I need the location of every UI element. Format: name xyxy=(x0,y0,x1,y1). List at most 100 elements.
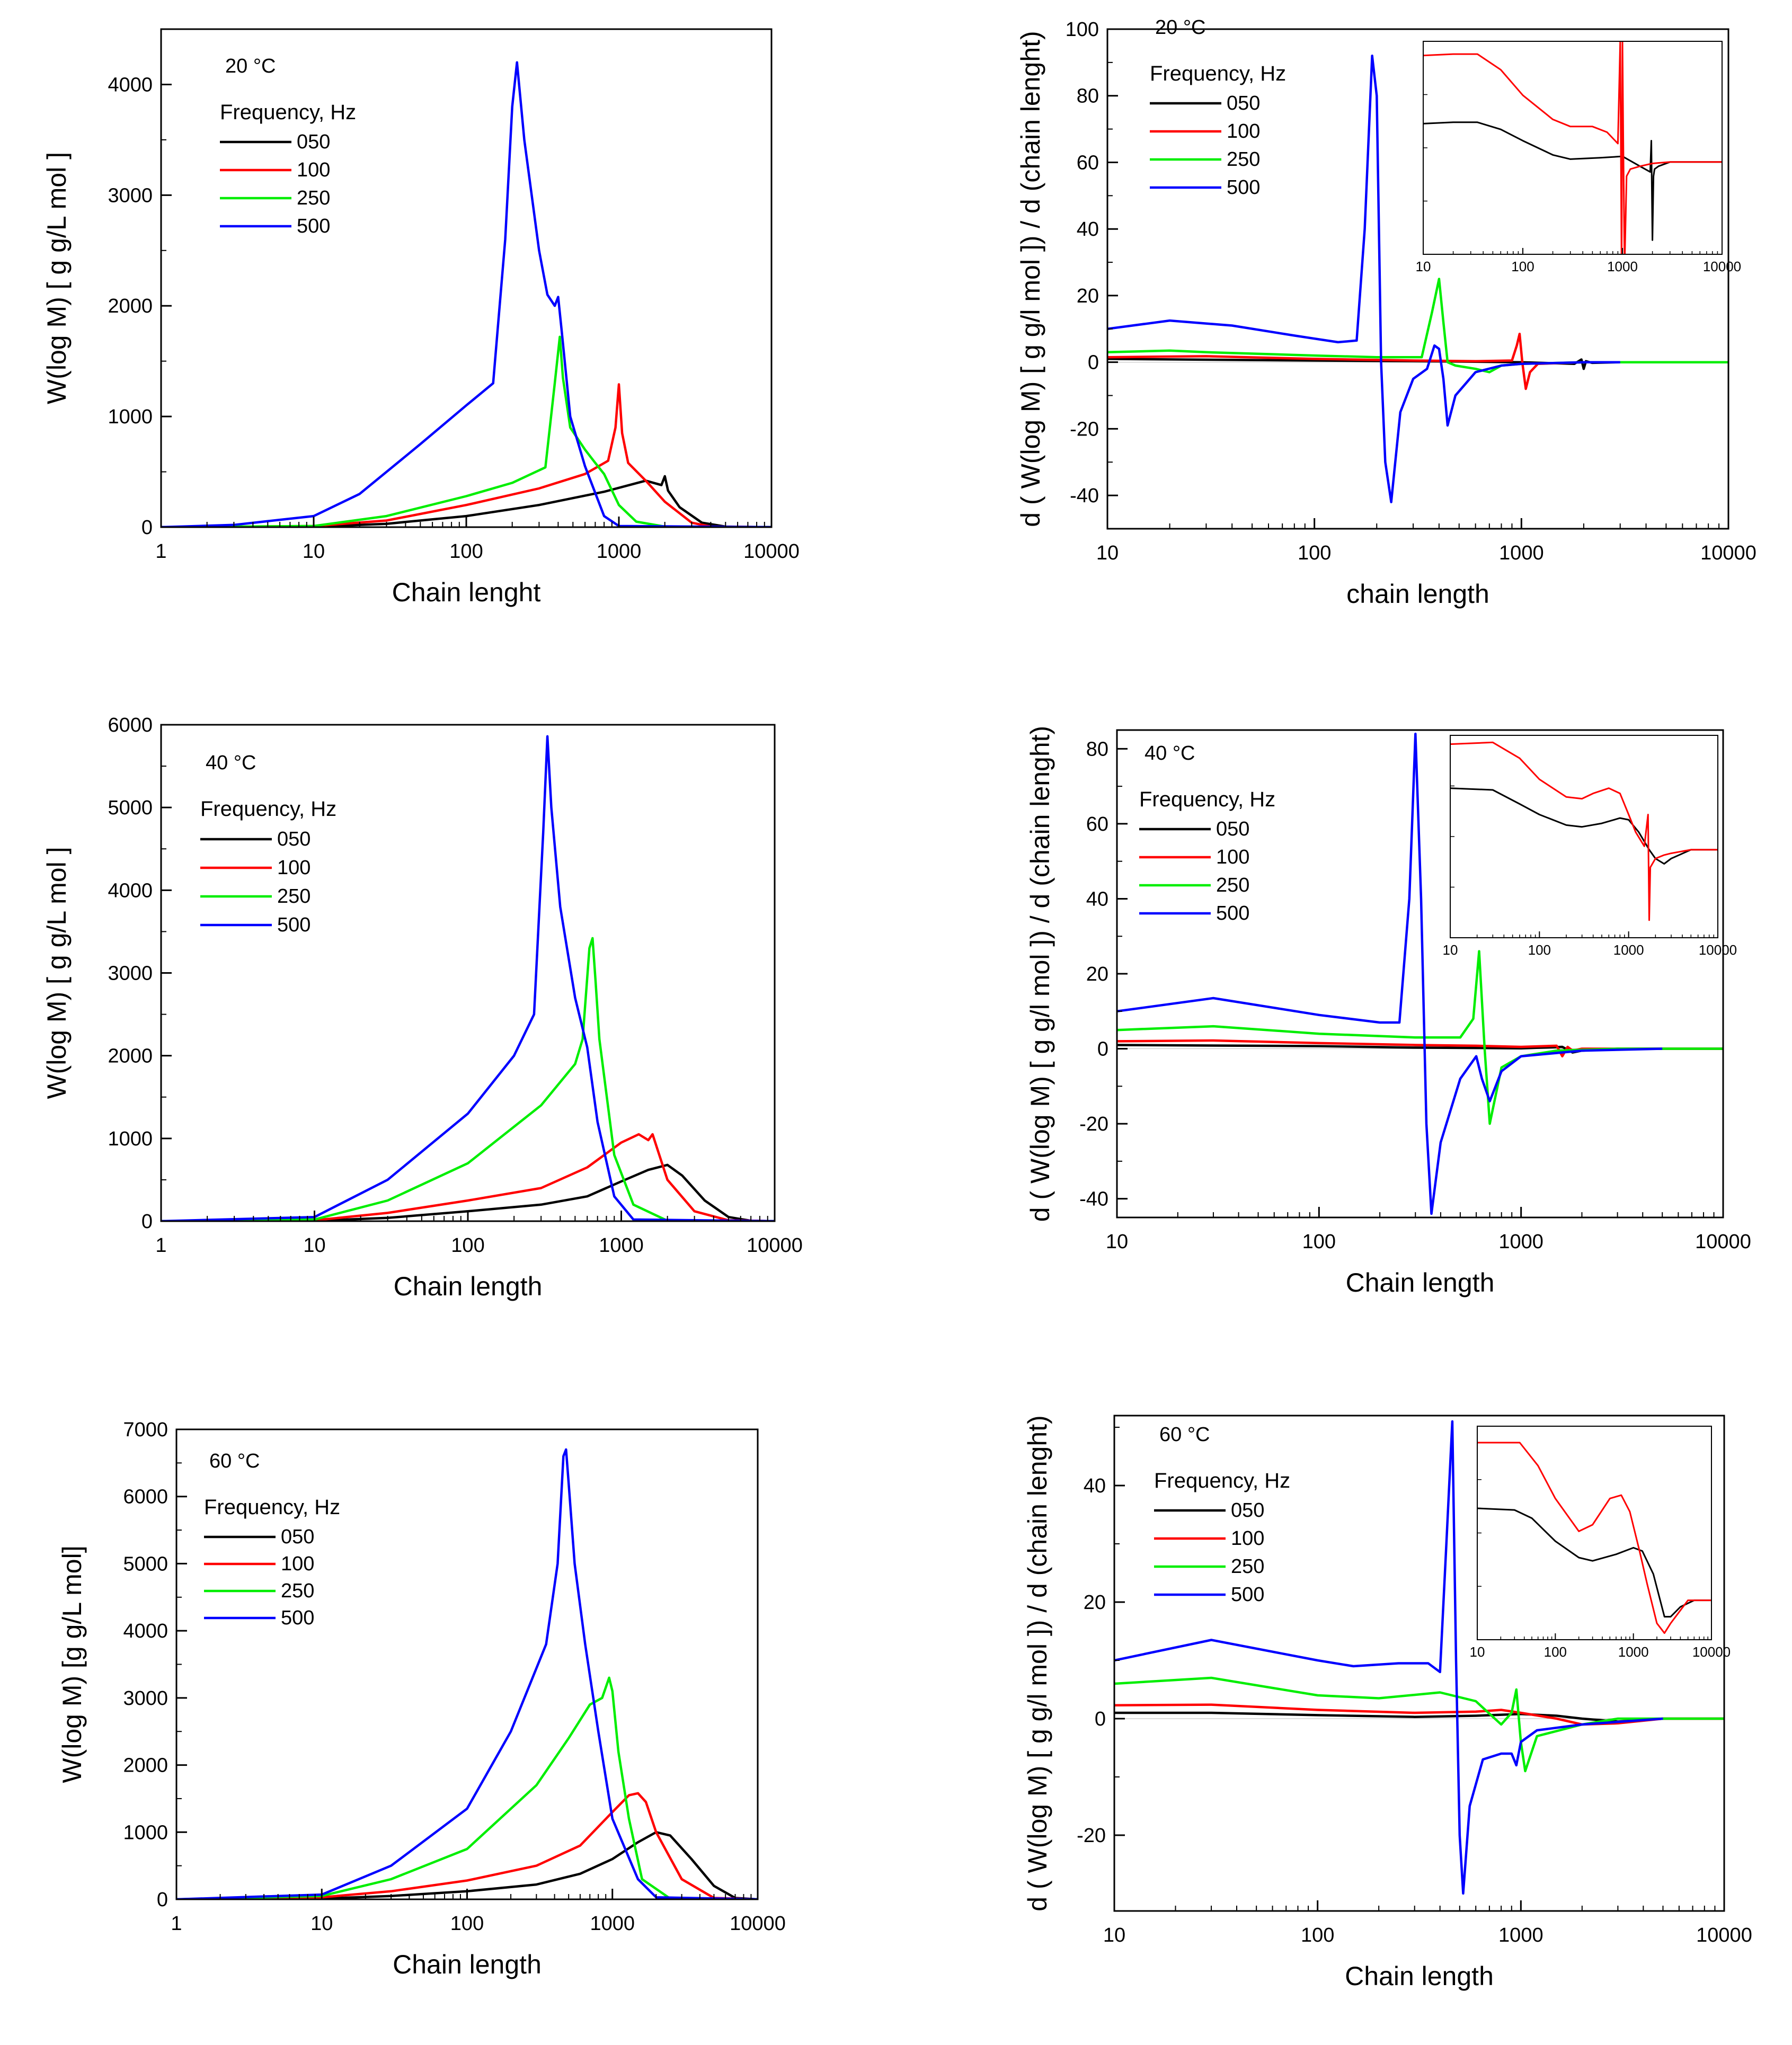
temperature-label: 20 °C xyxy=(225,55,276,77)
y-tick-label: 3000 xyxy=(123,1687,168,1710)
x-tick-label: 100 xyxy=(1302,1231,1336,1253)
series-line-250 xyxy=(1114,1676,1724,1773)
inset-x-tick-label: 1000 xyxy=(1618,1644,1649,1660)
legend-label-050: 050 xyxy=(1231,1499,1264,1522)
series-line-250 xyxy=(176,1676,758,1899)
x-tick-label: 100 xyxy=(1301,1924,1334,1946)
series-line-250 xyxy=(1107,278,1728,374)
inset-chart: 10 100 1000 10000 xyxy=(1470,1426,1731,1660)
inset-chart: 10 100 1000 10000 xyxy=(1416,41,1741,274)
legend-label-250: 250 xyxy=(281,1580,314,1602)
legend-label-500: 500 xyxy=(1227,176,1260,199)
y-tick-label: 3000 xyxy=(108,963,153,985)
y-tick-label: 0 xyxy=(141,1211,153,1233)
x-axis-label: Chain length xyxy=(393,1950,542,1979)
inset-series-line-100 xyxy=(1423,41,1722,254)
temperature-label: 40 °C xyxy=(206,752,256,774)
y-axis-label: d ( W(log M) [ g g/l mol ]) / d (chain l… xyxy=(1025,726,1055,1222)
series-line-250 xyxy=(161,335,771,527)
y-tick-label: 0 xyxy=(1088,352,1099,374)
series-line-050 xyxy=(161,475,771,527)
y-tick-label: 0 xyxy=(157,1889,168,1911)
x-tick-label: 1 xyxy=(155,1234,166,1257)
legend-label-100: 100 xyxy=(297,159,330,181)
legend-label-500: 500 xyxy=(1231,1584,1264,1606)
y-tick-label: 60 xyxy=(1077,152,1099,174)
y-tick-label: 0 xyxy=(141,517,153,539)
series-line-100 xyxy=(161,1133,775,1221)
legend-title: Frequency, Hz xyxy=(1154,1469,1290,1492)
inset-series-line-050 xyxy=(1450,787,1718,865)
legend-label-250: 250 xyxy=(1227,148,1260,171)
x-tick-label: 10000 xyxy=(1700,542,1756,564)
y-tick-label: -20 xyxy=(1077,1825,1106,1847)
y-axis-label: W(log M) [ g g/L mol ] xyxy=(42,152,72,404)
x-tick-label: 100 xyxy=(1298,542,1331,564)
inset-x-tick-label: 1000 xyxy=(1613,942,1644,958)
inset-x-tick-label: 10 xyxy=(1416,259,1431,274)
legend-label-100: 100 xyxy=(1216,846,1249,868)
y-tick-label: 60 xyxy=(1086,813,1108,835)
chart-panel: 10 100 1000 10000 -20 0 20 40 Chain length d ( W(… xyxy=(1023,1415,1752,1991)
y-tick-label: 40 xyxy=(1086,888,1108,910)
x-tick-label: 10 xyxy=(303,540,325,563)
y-tick-label: 6000 xyxy=(108,714,153,736)
y-tick-label: 5000 xyxy=(108,797,153,819)
y-tick-label: 4000 xyxy=(108,879,153,902)
y-tick-label: 2000 xyxy=(108,295,153,317)
series-line-500 xyxy=(161,735,775,1221)
series-line-100 xyxy=(1107,332,1728,390)
chart-panel: 1 10 100 1000 10000 0 1000 2000 3000 4000 5000 6000… xyxy=(42,714,803,1301)
x-tick-label: 1000 xyxy=(599,1234,644,1257)
legend-label-100: 100 xyxy=(1231,1527,1264,1550)
x-tick-label: 10 xyxy=(1106,1231,1128,1253)
x-tick-label: 10000 xyxy=(730,1913,786,1935)
inset-x-tick-label: 10 xyxy=(1443,942,1458,958)
x-tick-label: 10 xyxy=(1103,1924,1125,1946)
series-line-500 xyxy=(161,61,771,527)
series-line-100 xyxy=(176,1792,758,1899)
legend-label-050: 050 xyxy=(281,1526,314,1548)
y-tick-label: 0 xyxy=(1095,1708,1106,1730)
inset-x-tick-label: 10000 xyxy=(1699,942,1737,958)
temperature-label: 20 °C xyxy=(1155,16,1205,39)
inset-chart: 10 100 1000 10000 xyxy=(1443,735,1737,958)
x-tick-label: 1 xyxy=(155,540,166,563)
legend-title: Frequency, Hz xyxy=(1139,788,1275,811)
inset-series-line-050 xyxy=(1423,121,1722,241)
legend-label-100: 100 xyxy=(1227,120,1260,143)
chart-panel: 1 10 100 1000 10000 0 1000 2000 3000 4000 5000 6000… xyxy=(57,1419,786,1979)
y-tick-label: 40 xyxy=(1077,218,1099,241)
y-tick-label: 1000 xyxy=(108,406,153,428)
inset-background xyxy=(1423,41,1722,254)
chart-panel: 1 10 100 1000 10000 0 1000 2000 3000 4000 Chain le… xyxy=(42,28,800,607)
y-tick-label: 5000 xyxy=(123,1553,168,1575)
y-tick-label: -20 xyxy=(1079,1113,1108,1135)
chart-panel: 10 100 1000 10000 -40 -20 0 20 40 60 80 Chain lengt… xyxy=(1025,726,1751,1297)
x-tick-label: 10000 xyxy=(743,540,800,563)
inset-series-line-100 xyxy=(1477,1442,1711,1634)
legend-title: Frequency, Hz xyxy=(220,101,356,124)
inset-x-tick-label: 100 xyxy=(1544,1644,1567,1660)
x-axis-label: Chain length xyxy=(1346,1268,1495,1297)
inset-x-tick-label: 100 xyxy=(1528,942,1551,958)
y-tick-label: 2000 xyxy=(108,1045,153,1068)
legend-label-250: 250 xyxy=(1231,1555,1264,1578)
inset-x-tick-label: 10000 xyxy=(1703,259,1741,274)
legend-label-050: 050 xyxy=(297,131,330,153)
legend-label-100: 100 xyxy=(281,1553,314,1575)
x-axis-label: Chain length xyxy=(394,1272,543,1301)
inset-x-tick-label: 10000 xyxy=(1692,1644,1731,1660)
series-line-100 xyxy=(161,383,771,527)
series-line-250 xyxy=(1117,950,1723,1125)
plot-frame xyxy=(1106,28,1729,530)
legend-title: Frequency, Hz xyxy=(204,1496,340,1519)
y-tick-label: 80 xyxy=(1077,85,1099,108)
series-line-500 xyxy=(1117,732,1663,1215)
x-tick-label: 100 xyxy=(451,1234,484,1257)
inset-background xyxy=(1450,735,1718,938)
legend-title: Frequency, Hz xyxy=(200,797,336,821)
y-tick-label: 6000 xyxy=(123,1486,168,1508)
x-tick-label: 1 xyxy=(171,1913,182,1935)
x-axis-label: Chain lenght xyxy=(392,577,541,607)
